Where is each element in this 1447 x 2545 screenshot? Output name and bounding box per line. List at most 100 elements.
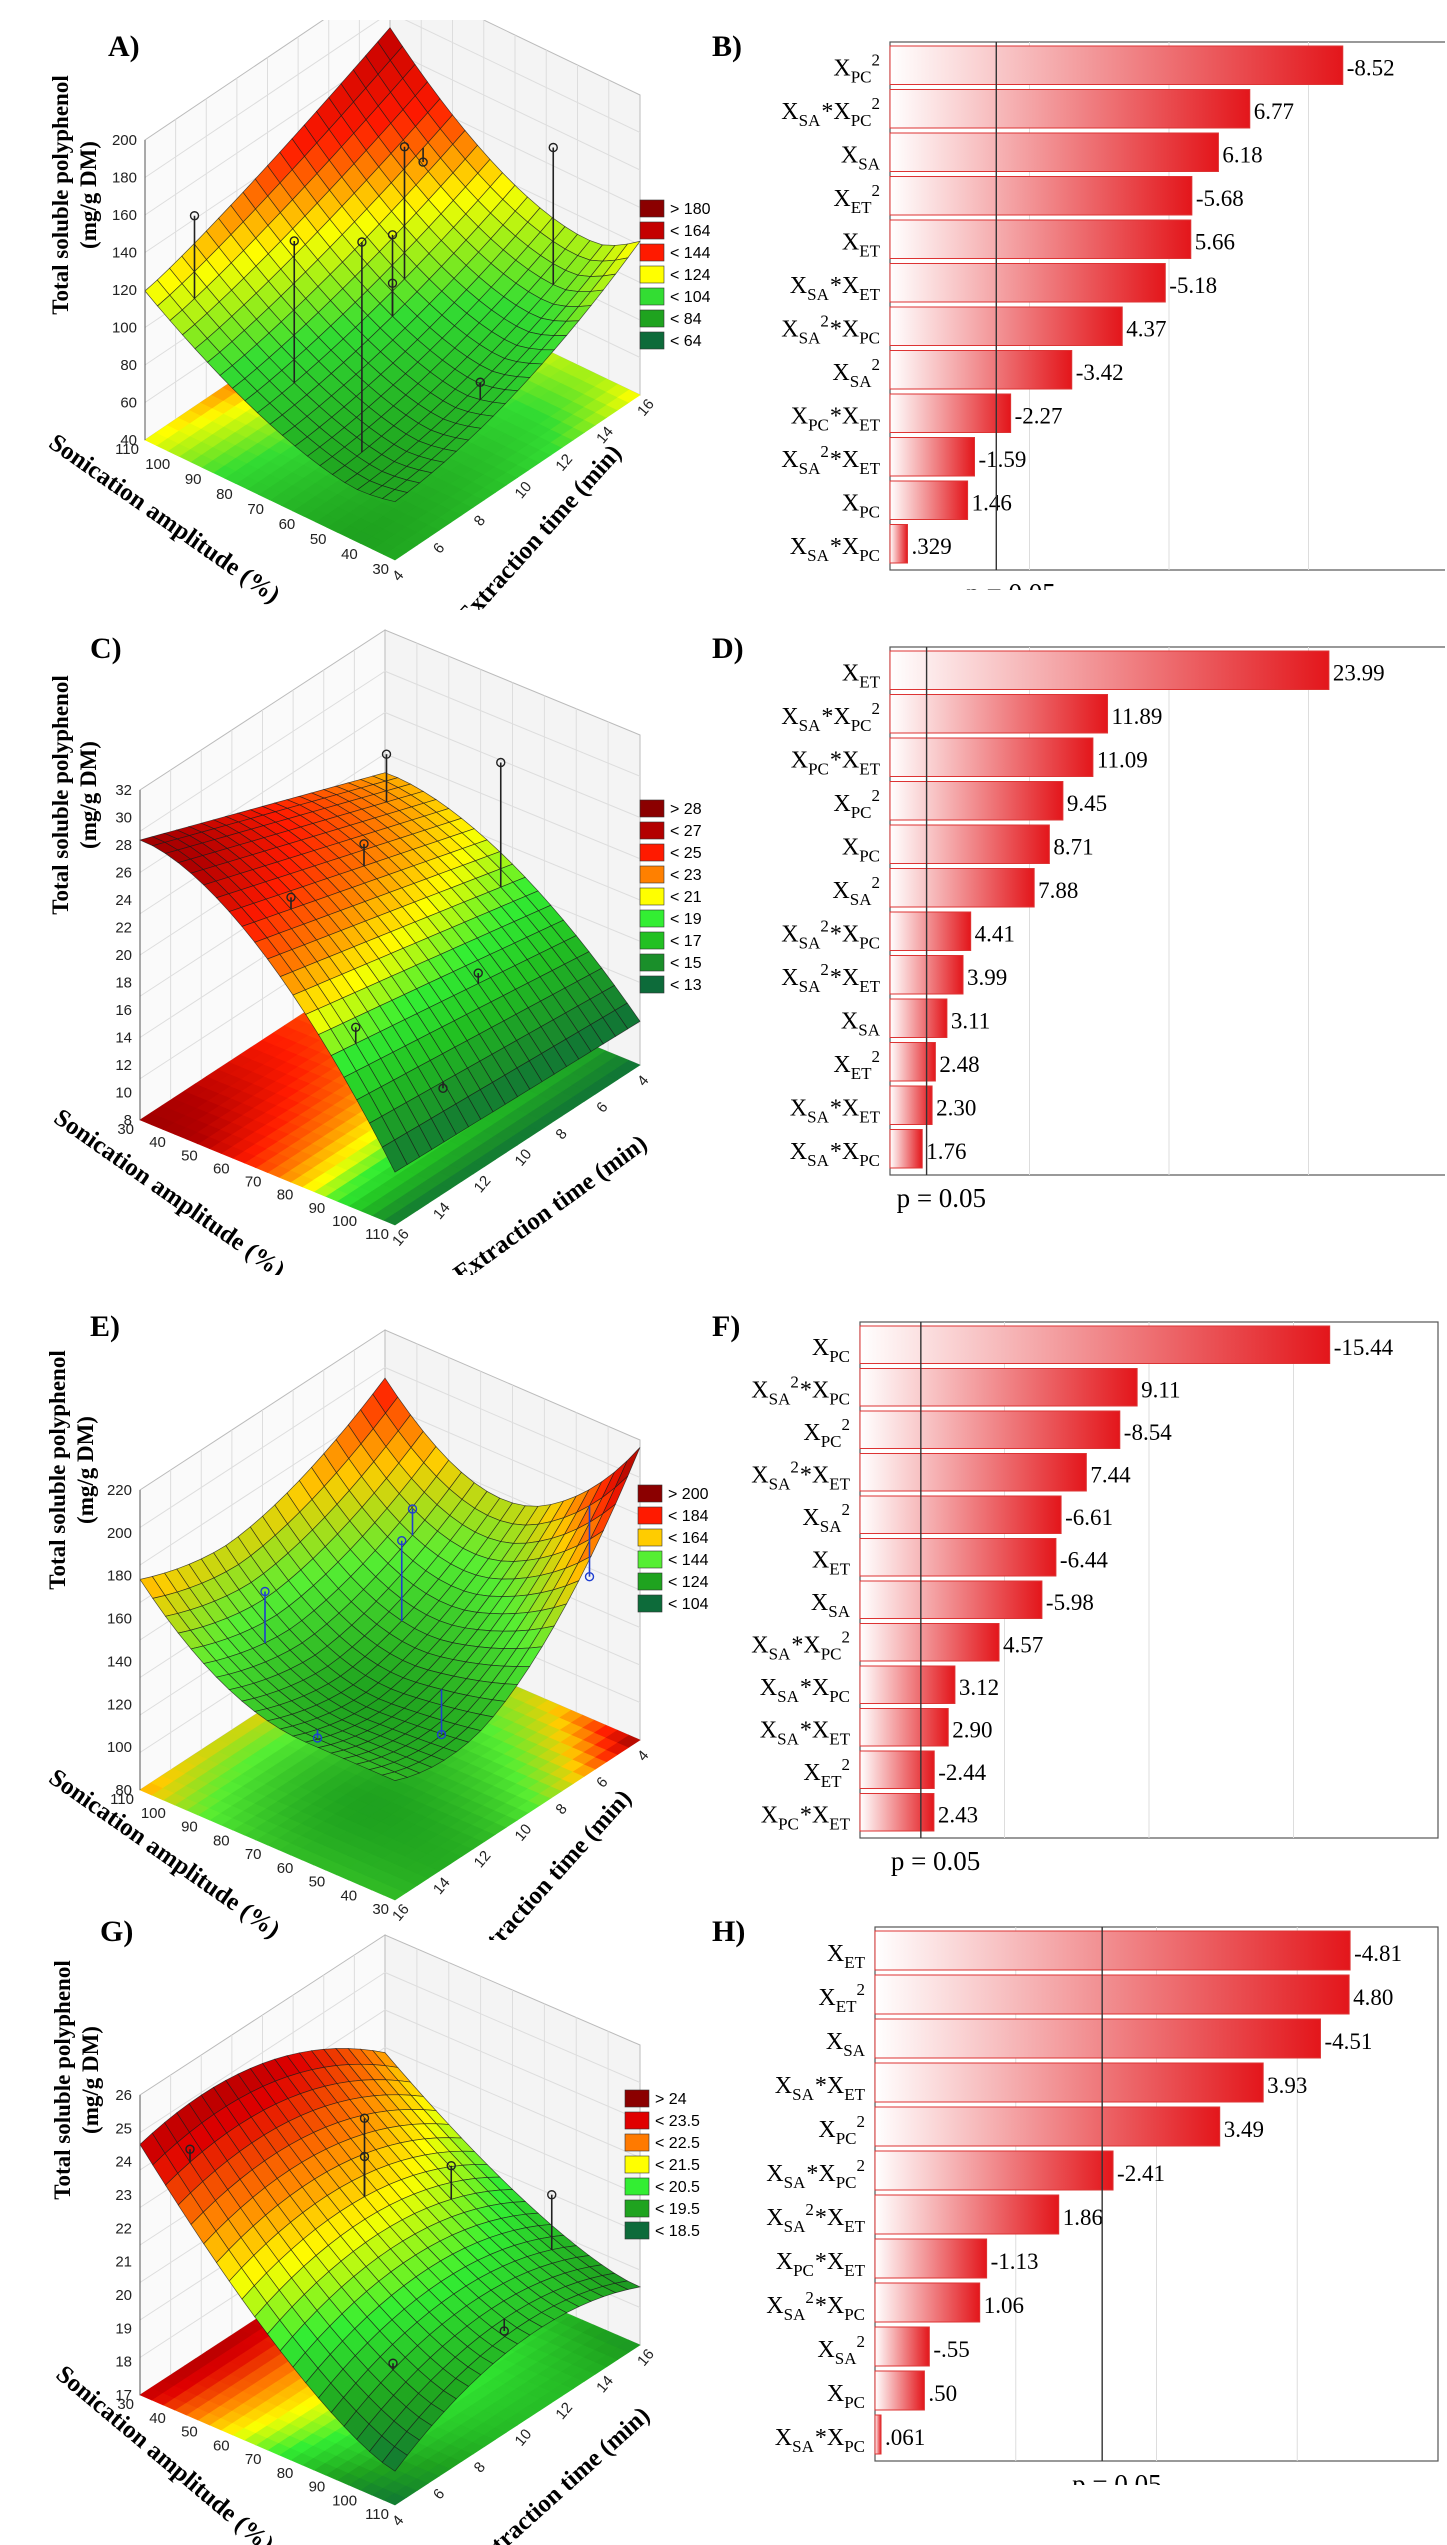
y-tick-label: 100 [145, 456, 170, 473]
legend-label: < 21.5 [655, 2157, 700, 2174]
legend-swatch [639, 843, 665, 862]
design-points [260, 1504, 595, 1743]
x-tick-label: 14 [430, 1874, 454, 1898]
bar [874, 2062, 1264, 2103]
design-point [387, 278, 398, 288]
bar-category-label: XPC [827, 2381, 865, 2412]
bar [859, 1750, 935, 1789]
legend-swatch [639, 821, 665, 840]
y-tick-label: 100 [141, 1805, 166, 1822]
bar [889, 350, 1073, 390]
bar [874, 2194, 1060, 2235]
bar [874, 2150, 1114, 2191]
design-point [436, 1729, 447, 1740]
legend-label: < 22.5 [655, 2135, 700, 2152]
legend-swatch [624, 2177, 650, 2196]
x-tick-label: 12 [552, 2399, 576, 2423]
bar-value-label: 4.57 [1003, 1632, 1043, 1657]
legend-swatch [624, 2221, 650, 2240]
legend-label: < 184 [668, 1508, 709, 1525]
bar-category-label: XSA *XPC2 [781, 699, 880, 735]
x-tick-label: 14 [593, 2373, 617, 2397]
bar-category-label: XSA2 *XET [751, 1457, 850, 1493]
bar [859, 1793, 935, 1832]
pareto-chart-b: XPC2 -8.52 XSA *XPC2 6.77 XSA 6.18 XET2 -5.6… [781, 41, 1445, 590]
z-tick-label: 24 [115, 2154, 132, 2171]
legend-label: < 164 [670, 223, 710, 240]
bar-category-label: XSA [811, 1590, 851, 1621]
bar-value-label: 6.77 [1254, 99, 1294, 124]
z-tick-label: 21 [115, 2254, 132, 2271]
color-legend: > 180 < 164 < 144 < 124 < 104 < 84 < 64 [639, 199, 710, 350]
bar-category-label: XSA *XPC [775, 2425, 865, 2456]
surface-cell [381, 489, 409, 503]
z-tick-label: 18 [115, 2354, 132, 2371]
legend-swatch [624, 2155, 650, 2174]
response-surface [139, 1377, 641, 1782]
bar-category-label: XSA [841, 1009, 881, 1040]
bar-value-label: 7.44 [1090, 1462, 1131, 1487]
surface-plot-e: 220 200 180 160 140 120 100 80 Total soluble pol… [44, 1329, 709, 1940]
x-tick-label: 16 [389, 1226, 413, 1250]
surface-cell [381, 2446, 408, 2472]
z-tick-label: 12 [115, 1057, 132, 1074]
design-points [286, 749, 506, 1093]
design-point [289, 236, 299, 246]
x-tick-label: 8 [471, 2459, 489, 2476]
y-tick-label: 100 [332, 1213, 357, 1230]
bar-category-label: XET2 [818, 1980, 865, 2016]
y-tick-label: 80 [277, 2465, 294, 2482]
z-tick-label: 120 [107, 1696, 132, 1713]
bar [859, 1368, 1138, 1407]
bar-value-label: 1.86 [1063, 2205, 1103, 2230]
legend-swatch [624, 2133, 650, 2152]
bar [874, 2370, 925, 2411]
y-tick-label: 70 [245, 2451, 262, 2468]
design-point [499, 2326, 509, 2336]
z-axis-title: Total soluble polyphenol (mg/g DM) [45, 1350, 98, 1589]
design-point [359, 2151, 370, 2162]
legend-swatch [639, 243, 665, 262]
panel-label-f: F) [712, 1310, 741, 1343]
bar-value-label: 1.76 [926, 1139, 966, 1164]
wall-gridline [144, 20, 641, 178]
bar-value-label: .329 [911, 534, 951, 559]
bar-value-label: 2.43 [938, 1802, 978, 1827]
z-tick-label: 26 [115, 865, 132, 882]
z-tick-label: 26 [115, 2087, 132, 2104]
bar [859, 1410, 1121, 1449]
design-points [189, 142, 558, 453]
bar [889, 480, 969, 520]
bar [859, 1665, 956, 1704]
p-value-label: p = 0.05 [966, 578, 1055, 590]
x-tick-label: 12 [471, 1173, 495, 1197]
legend-swatch [639, 331, 665, 350]
color-legend: > 24 < 23.5 < 22.5 < 21.5 < 20.5 < 19.5 < 18.5 [624, 2089, 700, 2240]
legend-label: < 19 [670, 911, 702, 928]
bar [889, 998, 948, 1038]
legend-label: > 28 [670, 801, 702, 818]
bar-category-label: XPC2 [833, 51, 880, 87]
response-surface [139, 2048, 642, 2472]
bar-category-label: XPC [842, 491, 880, 522]
y-tick-label: 40 [149, 2410, 166, 2427]
bar-category-label: XET [842, 661, 881, 692]
y-tick-label: 90 [181, 1819, 198, 1836]
y-tick-label: 30 [372, 561, 389, 578]
legend-label: < 13 [670, 977, 702, 994]
design-point [399, 142, 410, 152]
bar [889, 393, 1012, 433]
pareto-chart-h: XET -4.81 XET2 4.80 XSA -4.51 XSA *XET 3.93 X… [766, 1926, 1439, 2485]
bar-value-label: 11.89 [1112, 704, 1163, 729]
bar-value-label: 4.80 [1353, 1985, 1393, 2010]
legend-swatch [624, 2199, 650, 2218]
plot-frame [889, 646, 1445, 1176]
bar-value-label: -8.54 [1124, 1420, 1172, 1445]
x-tick-label: 10 [512, 1821, 536, 1845]
design-point [584, 1572, 595, 1582]
bar [859, 1538, 1057, 1577]
bar-value-label: 5.66 [1195, 230, 1235, 255]
y-tick-label: 110 [365, 2506, 389, 2523]
bar-category-label: XPC2 [803, 1415, 850, 1451]
y-tick-label: 110 [365, 1226, 389, 1243]
